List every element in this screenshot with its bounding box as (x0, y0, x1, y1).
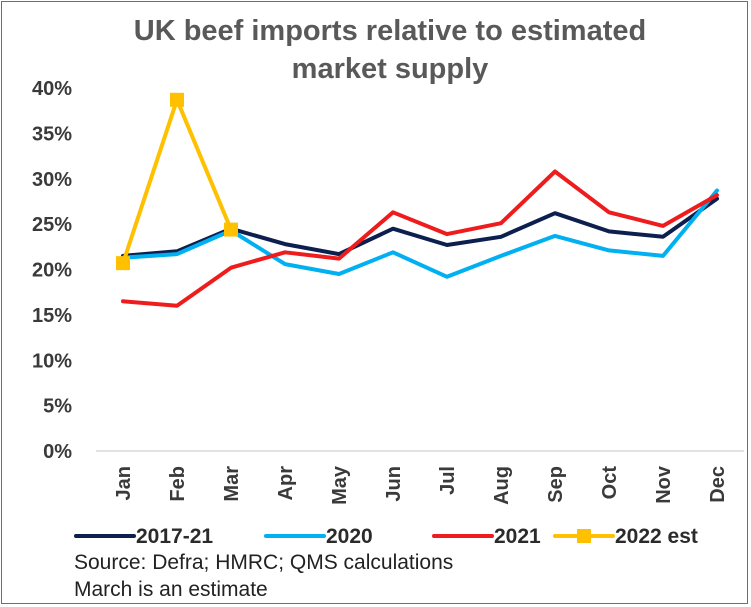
x-tick-label: Mar (221, 466, 243, 502)
x-tick-label: Jan (113, 466, 135, 500)
series-line (121, 169, 719, 308)
y-tick-label: 5% (43, 396, 72, 418)
series-line (121, 188, 719, 279)
y-axis-tick-labels: 0% 5% 10% 15% 20% 25% 30% 35% 40% (32, 78, 72, 463)
y-tick-label: 20% (32, 260, 72, 282)
series-lines (116, 92, 719, 308)
y-tick-label: 40% (32, 78, 72, 100)
x-tick-label: Oct (599, 466, 621, 500)
legend-label: 2017-21 (136, 525, 213, 548)
y-tick-label: 30% (32, 169, 72, 191)
series-2022 est (116, 92, 238, 271)
x-tick-label: Aug (491, 466, 513, 505)
series-2021 (121, 169, 719, 308)
y-tick-label: 0% (43, 441, 72, 463)
x-axis-tick-labels: Jan Feb Mar Apr May Jun Jul Aug Sep Oct Nov Dec (113, 465, 729, 505)
x-tick-label: Nov (653, 465, 675, 504)
chart-title-line-1: UK beef imports relative to estimated (134, 15, 646, 47)
legend-label: 2022 est (615, 525, 698, 548)
x-tick-label: Apr (275, 466, 297, 501)
legend-item: 2020 (264, 525, 373, 548)
x-tick-label: Feb (167, 466, 189, 502)
series-2017-21 (121, 196, 719, 258)
legend: 2017-21 2020 2021 2022 est (74, 525, 698, 548)
legend-item: 2017-21 (74, 525, 213, 548)
x-tick-label: May (329, 465, 351, 505)
series-line (121, 196, 719, 258)
source-note: Source: Defra; HMRC; QMS calculations (74, 551, 454, 574)
legend-item: 2021 (432, 525, 541, 548)
data-point-marker (116, 256, 130, 271)
y-tick-label: 15% (32, 305, 72, 327)
legend-item: 2022 est (553, 525, 698, 548)
x-tick-label: Jul (437, 466, 459, 495)
x-tick-label: Jun (383, 466, 405, 502)
estimate-note: March is an estimate (74, 578, 268, 601)
data-point-marker (170, 92, 184, 107)
legend-marker (577, 529, 591, 543)
data-point-marker (224, 222, 238, 237)
y-tick-label: 35% (32, 123, 72, 145)
x-tick-label: Dec (707, 466, 729, 503)
legend-label: 2021 (494, 525, 541, 548)
y-tick-label: 10% (32, 350, 72, 372)
y-tick-label: 25% (32, 214, 72, 236)
chart-title-line-2: market supply (292, 53, 489, 85)
legend-label: 2020 (326, 525, 373, 548)
x-tick-label: Sep (545, 466, 567, 503)
series-2020 (121, 188, 719, 279)
